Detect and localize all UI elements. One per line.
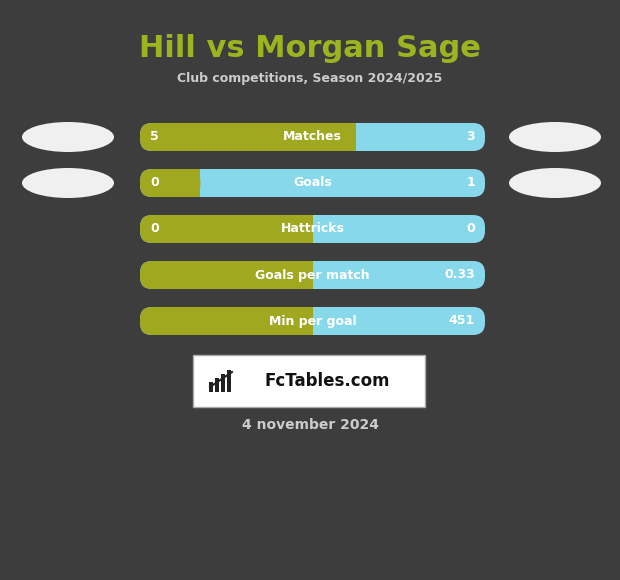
Bar bbox=[296, 215, 312, 243]
Ellipse shape bbox=[509, 122, 601, 152]
Text: Club competitions, Season 2024/2025: Club competitions, Season 2024/2025 bbox=[177, 72, 443, 85]
Text: Matches: Matches bbox=[283, 130, 342, 143]
Text: 451: 451 bbox=[449, 314, 475, 328]
Text: 0: 0 bbox=[466, 223, 475, 235]
Text: 0: 0 bbox=[150, 223, 159, 235]
FancyBboxPatch shape bbox=[140, 307, 485, 335]
FancyBboxPatch shape bbox=[140, 169, 485, 197]
Bar bbox=[221, 374, 225, 392]
FancyBboxPatch shape bbox=[140, 215, 312, 243]
FancyBboxPatch shape bbox=[140, 169, 200, 197]
Text: 0: 0 bbox=[150, 176, 159, 190]
Bar bbox=[215, 378, 219, 392]
Bar bbox=[296, 261, 312, 289]
Bar bbox=[184, 169, 200, 197]
Text: Hill vs Morgan Sage: Hill vs Morgan Sage bbox=[139, 34, 481, 63]
FancyBboxPatch shape bbox=[140, 215, 485, 243]
FancyBboxPatch shape bbox=[140, 123, 356, 151]
FancyBboxPatch shape bbox=[140, 261, 312, 289]
FancyBboxPatch shape bbox=[140, 307, 312, 335]
Text: 5: 5 bbox=[150, 130, 159, 143]
Text: Goals: Goals bbox=[293, 176, 332, 190]
FancyBboxPatch shape bbox=[193, 355, 425, 407]
Text: FcTables.com: FcTables.com bbox=[265, 372, 391, 390]
Text: 4 november 2024: 4 november 2024 bbox=[242, 418, 378, 432]
Text: Hattricks: Hattricks bbox=[281, 223, 345, 235]
Text: 0.33: 0.33 bbox=[445, 269, 475, 281]
Text: Min per goal: Min per goal bbox=[268, 314, 356, 328]
Bar bbox=[227, 370, 231, 392]
Ellipse shape bbox=[22, 168, 114, 198]
Bar bbox=[209, 382, 213, 392]
Ellipse shape bbox=[22, 122, 114, 152]
Text: 3: 3 bbox=[466, 130, 475, 143]
Text: Goals per match: Goals per match bbox=[255, 269, 370, 281]
FancyBboxPatch shape bbox=[140, 261, 485, 289]
Ellipse shape bbox=[509, 168, 601, 198]
FancyBboxPatch shape bbox=[140, 123, 485, 151]
Bar bbox=[296, 307, 312, 335]
Text: 1: 1 bbox=[466, 176, 475, 190]
Bar bbox=[340, 123, 356, 151]
